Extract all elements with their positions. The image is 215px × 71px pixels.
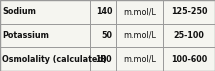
Bar (0, 47, 215, 71)
Bar (0, 24, 215, 47)
Text: 50: 50 (101, 31, 112, 40)
Text: 180: 180 (96, 55, 112, 64)
Text: 140: 140 (96, 7, 112, 16)
Text: 25-100: 25-100 (174, 31, 205, 40)
Text: m.mol/L: m.mol/L (123, 7, 156, 16)
Text: 100-600: 100-600 (171, 55, 207, 64)
Text: m.mol/L: m.mol/L (123, 31, 156, 40)
Bar (0, 0, 215, 24)
Text: Sodium: Sodium (2, 7, 36, 16)
Text: m.mol/L: m.mol/L (123, 55, 156, 64)
Text: Potassium: Potassium (2, 31, 49, 40)
Text: 125-250: 125-250 (171, 7, 207, 16)
Text: Osmolality (calculated): Osmolality (calculated) (2, 55, 107, 64)
